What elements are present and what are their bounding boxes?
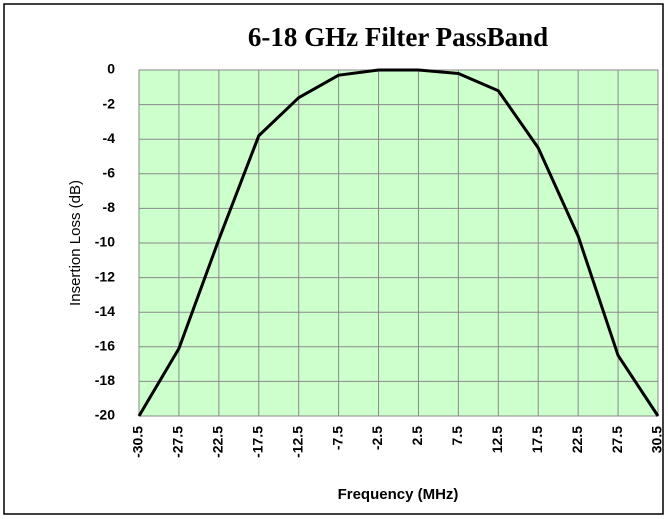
x-tick-label: -7.5 [329, 426, 345, 450]
x-tick-label: -30.5 [130, 426, 146, 458]
x-tick-label: -27.5 [170, 426, 186, 458]
y-tick-label: -4 [103, 130, 116, 146]
y-tick-label: -12 [95, 268, 115, 284]
x-tick-label: -2.5 [369, 426, 385, 450]
y-tick-label: -6 [103, 165, 116, 181]
y-tick-label: -8 [103, 199, 116, 215]
y-tick-label: -14 [95, 303, 115, 319]
y-tick-label: -10 [95, 234, 115, 250]
y-tick-label: -16 [95, 338, 115, 354]
x-tick-label: 2.5 [409, 426, 425, 446]
x-tick-label: -17.5 [249, 426, 265, 458]
y-tick-label: 0 [107, 61, 115, 77]
x-tick-label: -22.5 [210, 426, 226, 458]
x-tick-label: 17.5 [529, 426, 545, 453]
x-tick-label: 7.5 [449, 426, 465, 446]
y-tick-label: -2 [103, 95, 116, 111]
chart-title: 6-18 GHz Filter PassBand [248, 22, 548, 52]
x-tick-label: 12.5 [489, 426, 505, 453]
y-tick-label: -20 [95, 407, 115, 423]
line-series [137, 68, 660, 417]
y-tick-label: -18 [95, 372, 115, 388]
x-tick-label: 22.5 [569, 426, 585, 453]
y-axis-label: Insertion Loss (dB) [67, 180, 84, 306]
x-tick-label: 27.5 [609, 426, 625, 453]
x-tick-label: -12.5 [289, 426, 305, 458]
x-tick-label: 30.5 [649, 426, 665, 453]
x-axis-label: Frequency (MHz) [338, 486, 459, 503]
